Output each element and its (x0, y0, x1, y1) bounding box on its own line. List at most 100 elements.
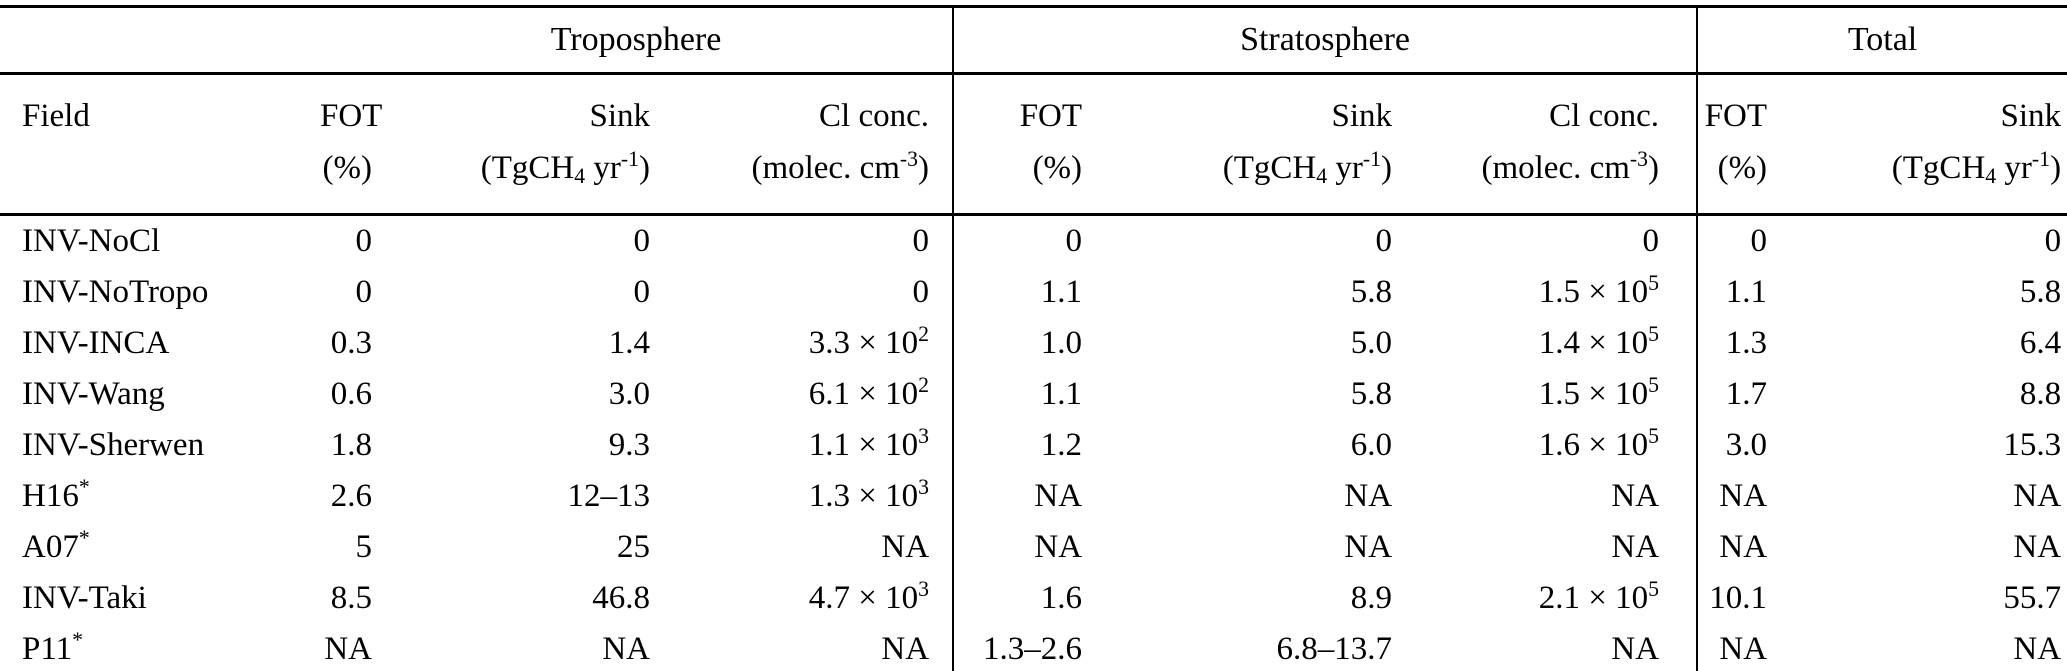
table-cell: 8.8 (2019, 376, 2062, 412)
table-cell: 0 (633, 223, 651, 259)
table-cell: 1.7 (1696, 369, 1776, 420)
row-field-label: H16* (22, 475, 90, 514)
table-cell: 0 (1375, 223, 1393, 259)
table-cell: 5 (355, 529, 373, 565)
table-cell: 5.0 (1350, 325, 1393, 361)
paper-results-table: Troposphere Stratosphere Total Field FOT… (0, 5, 2067, 671)
column-header-tropo-sink: Sink (TgCH4 yr-1) (380, 73, 658, 216)
row-field-label: INV-Taki (22, 580, 147, 616)
table-cell: 3.0 (1696, 420, 1776, 471)
table-row: INV-NoCl 0 0 0 0 0 0 0 0 (0, 214, 2067, 267)
table-cell: 1.1 (1696, 267, 1776, 318)
table-cell: 15.3 (2003, 427, 2062, 463)
table-cell: 46.8 (592, 580, 650, 616)
table-cell: NA (1611, 529, 1660, 565)
table-cell: 1.4 × 105 (1538, 322, 1660, 361)
table-cell: NA (324, 631, 372, 667)
table-cell: 2.1 × 105 (1538, 577, 1660, 616)
table-cell: 0 (1696, 214, 1776, 267)
table-cell: 0 (633, 274, 651, 310)
table-cell: NA (1696, 522, 1776, 573)
row-field-label: P11* (22, 628, 84, 667)
row-field-label: INV-Wang (22, 376, 165, 412)
table-cell: 1.6 × 105 (1538, 424, 1660, 463)
table-row: INV-Wang 0.6 3.0 6.1 × 102 1.1 5.8 1.5 × 105 1.… (0, 369, 2067, 420)
table-cell: 1.5 × 105 (1538, 271, 1660, 310)
table-cell: NA (2013, 529, 2062, 565)
table-cell: NA (602, 631, 650, 667)
table-cell: 3.0 (608, 376, 650, 412)
table-cell: 1.8 (330, 427, 372, 463)
table-cell: 2.6 (330, 478, 372, 514)
group-header-stratosphere: Stratosphere (952, 6, 1698, 75)
table-cell: 0 (1642, 223, 1660, 259)
table-cell: 1.2 (952, 420, 1091, 471)
table-cell: 6.8–13.7 (1276, 631, 1393, 667)
group-header-row: Troposphere Stratosphere Total (0, 6, 2067, 75)
table-cell: NA (1696, 624, 1776, 671)
group-header-spacer (0, 6, 320, 75)
table-cell: NA (952, 471, 1091, 522)
table-body: INV-NoCl 0 0 0 0 0 0 0 0 INV-NoTropo 0 0 0 1.1 5.8 1.5 … (0, 214, 2067, 671)
table-cell: 1.3 (1696, 318, 1776, 369)
row-field-label: INV-INCA (22, 325, 170, 361)
table-cell: NA (2013, 478, 2062, 514)
table-cell: NA (1344, 478, 1393, 514)
table-cell: 12–13 (567, 478, 651, 514)
table-cell: 6.4 (2019, 325, 2062, 361)
table-cell: NA (881, 631, 930, 667)
table-cell: 0.3 (330, 325, 372, 361)
table-cell: 0.6 (330, 376, 372, 412)
table-cell: 1.0 (952, 318, 1091, 369)
table-cell: 0 (952, 214, 1091, 267)
table-cell: NA (1611, 478, 1660, 514)
column-header-tropo-cl-conc: Cl conc. (molec. cm-3) (658, 73, 954, 216)
table-cell: 0 (355, 274, 373, 310)
table-cell: 1.6 (952, 573, 1091, 624)
table-row: P11* NA NA NA 1.3–2.6 6.8–13.7 NA NA NA (0, 624, 2067, 671)
table-cell: 1.5 × 105 (1538, 373, 1660, 412)
table-row: INV-NoTropo 0 0 0 1.1 5.8 1.5 × 105 1.1 5.8 (0, 267, 2067, 318)
table-cell: 1.4 (608, 325, 650, 361)
group-header-troposphere: Troposphere (320, 6, 954, 75)
table-cell: 8.9 (1350, 580, 1393, 616)
table-cell: 4.7 × 103 (808, 577, 930, 616)
table-row: INV-Taki 8.5 46.8 4.7 × 103 1.6 8.9 2.1 × 105 1… (0, 573, 2067, 624)
table-cell: 1.3–2.6 (952, 624, 1091, 671)
table-row: INV-INCA 0.3 1.4 3.3 × 102 1.0 5.0 1.4 × 105 1.… (0, 318, 2067, 369)
table-cell: 5.8 (1350, 274, 1393, 310)
table-cell: NA (2013, 631, 2062, 667)
table-row: H16* 2.6 12–13 1.3 × 103 NA NA NA NA NA (0, 471, 2067, 522)
column-header-total-sink: Sink (TgCH4 yr-1) (1775, 73, 2067, 216)
table-cell: NA (881, 529, 930, 565)
row-field-label: INV-Sherwen (22, 427, 205, 463)
column-header-total-fot: FOT (%) (1696, 73, 1776, 216)
table-cell: 1.1 (952, 267, 1091, 318)
table-cell: 9.3 (608, 427, 650, 463)
row-field-label: INV-NoTropo (22, 274, 209, 310)
table-cell: 0 (912, 223, 930, 259)
table-row: A07* 5 25 NA NA NA NA NA NA (0, 522, 2067, 573)
table-cell: 3.3 × 102 (808, 322, 930, 361)
table-cell: 1.1 (952, 369, 1091, 420)
row-field-label: INV-NoCl (22, 223, 161, 259)
table-cell: 25 (617, 529, 650, 565)
table-cell: 10.1 (1696, 573, 1776, 624)
table-cell: 6.1 × 102 (808, 373, 930, 412)
table-cell: 6.0 (1350, 427, 1393, 463)
table-cell: NA (1344, 529, 1393, 565)
table-cell: 5.8 (2019, 274, 2062, 310)
table-cell: NA (1611, 631, 1660, 667)
column-header-tropo-fot: FOT (%) (320, 73, 382, 216)
table-cell: 5.8 (1350, 376, 1393, 412)
column-header-row: Field FOT (%) Sink (TgCH4 yr-1) Cl conc.… (0, 73, 2067, 216)
column-header-strato-fot: FOT (%) (952, 73, 1091, 216)
table-cell: 1.1 × 103 (808, 424, 930, 463)
column-header-field: Field (0, 73, 320, 216)
row-field-label: A07* (22, 526, 90, 565)
column-header-strato-sink: Sink (TgCH4 yr-1) (1090, 73, 1401, 216)
table-cell: 55.7 (2003, 580, 2062, 616)
table-cell: NA (1696, 471, 1776, 522)
group-header-total: Total (1696, 6, 2067, 75)
